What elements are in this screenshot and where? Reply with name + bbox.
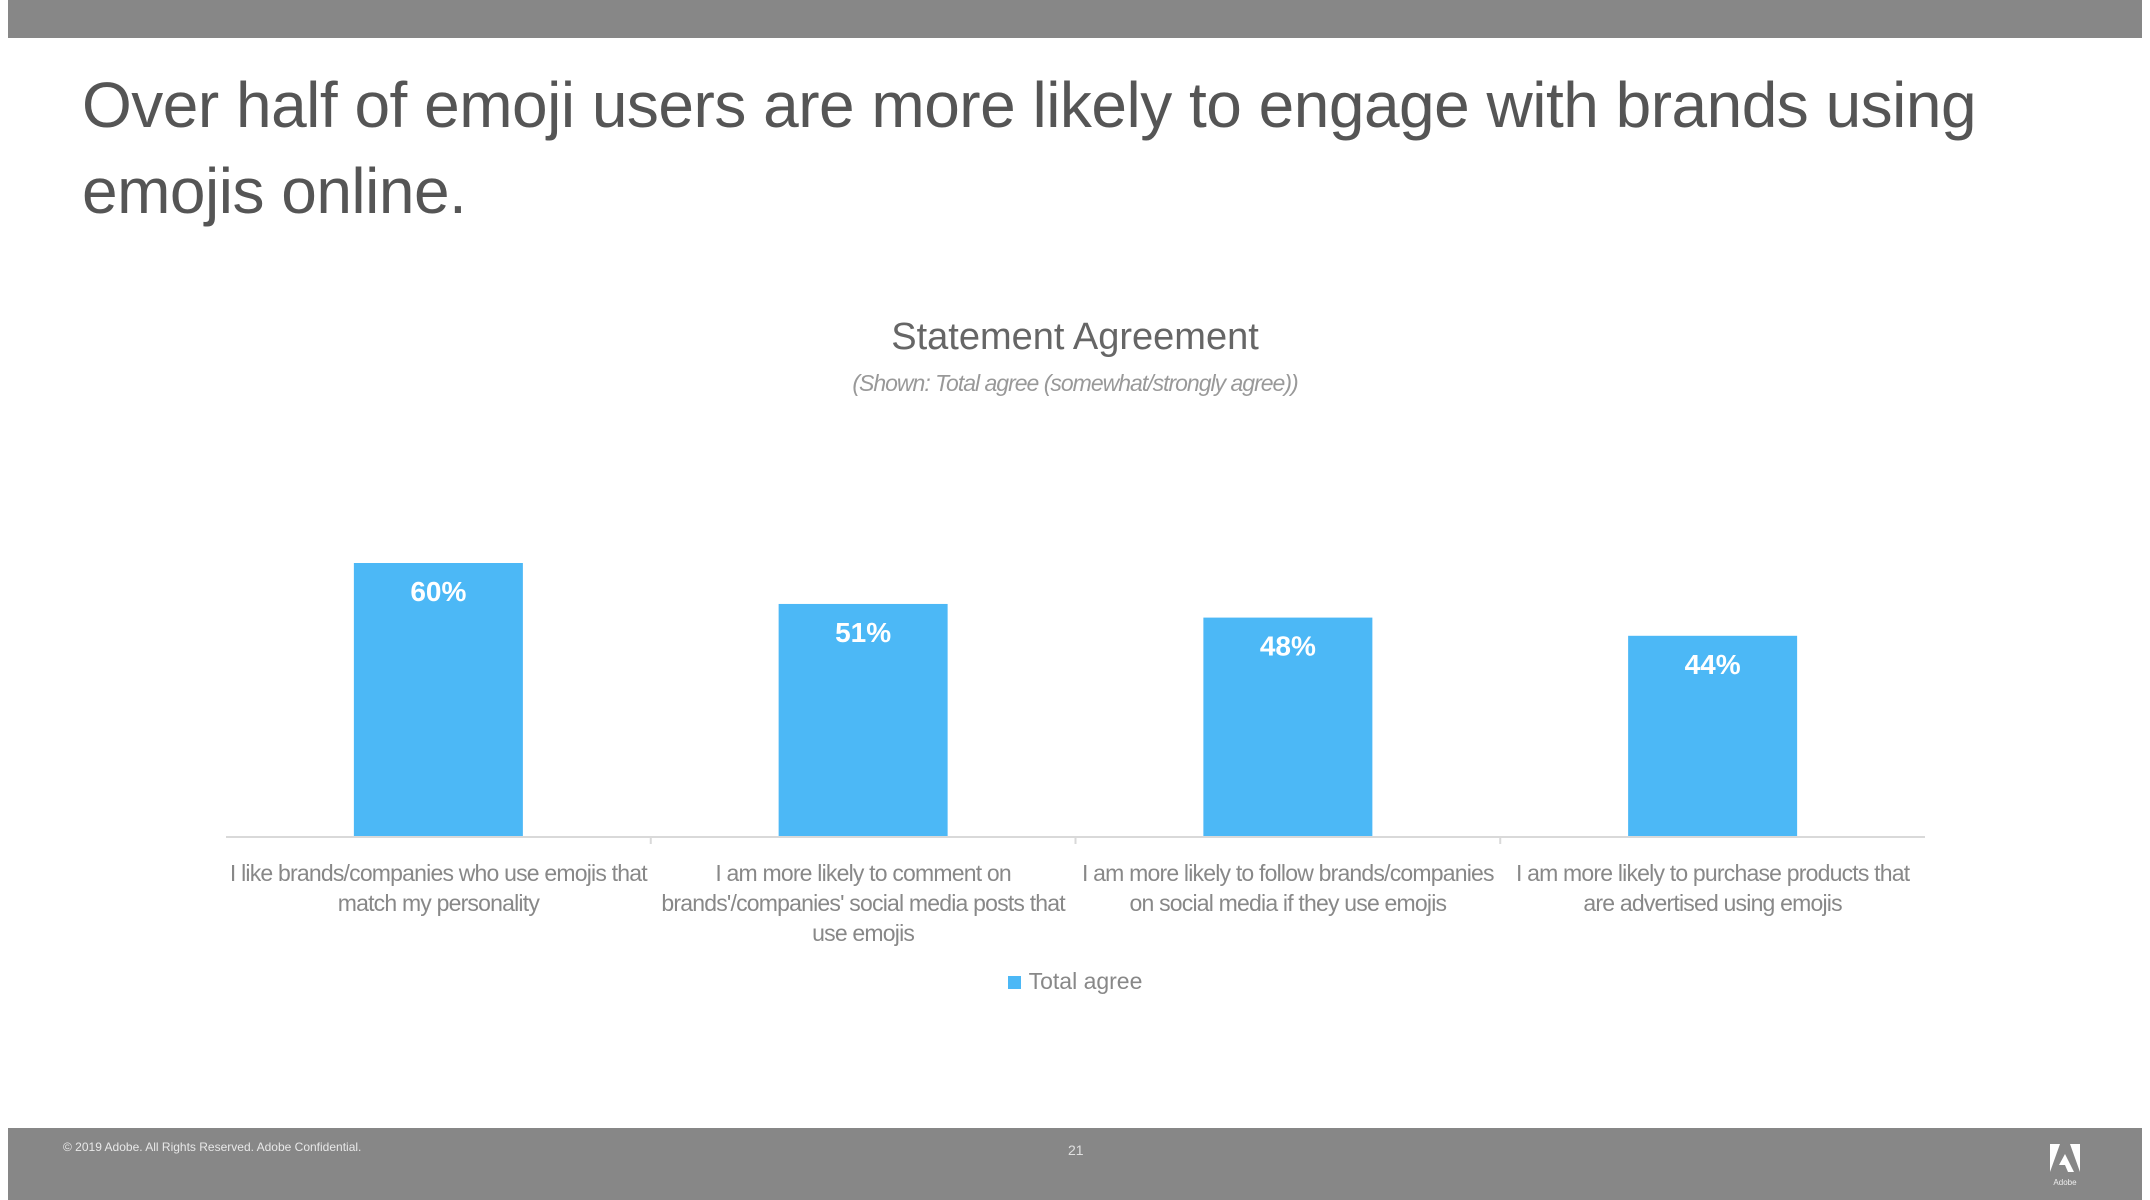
category-label: I am more likely to follow brands/compan… xyxy=(1082,860,1495,916)
legend: Total agree xyxy=(0,968,2150,995)
legend-label: Total agree xyxy=(1028,968,1143,994)
category-label: I like brands/companies who use emojis t… xyxy=(229,860,648,916)
bar xyxy=(778,603,948,836)
bar xyxy=(1203,617,1373,836)
bar xyxy=(353,563,523,836)
slide-title: Over half of emoji users are more likely… xyxy=(82,69,1977,227)
bar xyxy=(1628,635,1798,836)
data-label: 44% xyxy=(1685,649,1741,680)
top-bar xyxy=(8,0,2142,38)
copyright: © 2019 Adobe. All Rights Reserved. Adobe… xyxy=(63,1140,362,1154)
legend-swatch xyxy=(1007,976,1021,989)
chart-title: Statement Agreement xyxy=(891,316,1259,358)
footer-bar: © 2019 Adobe. All Rights Reserved. Adobe… xyxy=(8,1128,2142,1200)
category-label: I am more likely to comment on brands'/c… xyxy=(661,860,1065,946)
adobe-logo-icon: Adobe xyxy=(2050,1144,2080,1187)
page-number: 21 xyxy=(1068,1142,1084,1158)
data-label: 60% xyxy=(410,576,466,607)
chart-subtitle: (Shown: Total agree (somewhat/strongly a… xyxy=(852,370,1298,396)
data-label: 48% xyxy=(1260,631,1316,662)
category-label: I am more likely to purchase products th… xyxy=(1515,860,1910,916)
svg-text:Adobe: Adobe xyxy=(2053,1178,2077,1187)
data-label: 51% xyxy=(835,617,891,648)
